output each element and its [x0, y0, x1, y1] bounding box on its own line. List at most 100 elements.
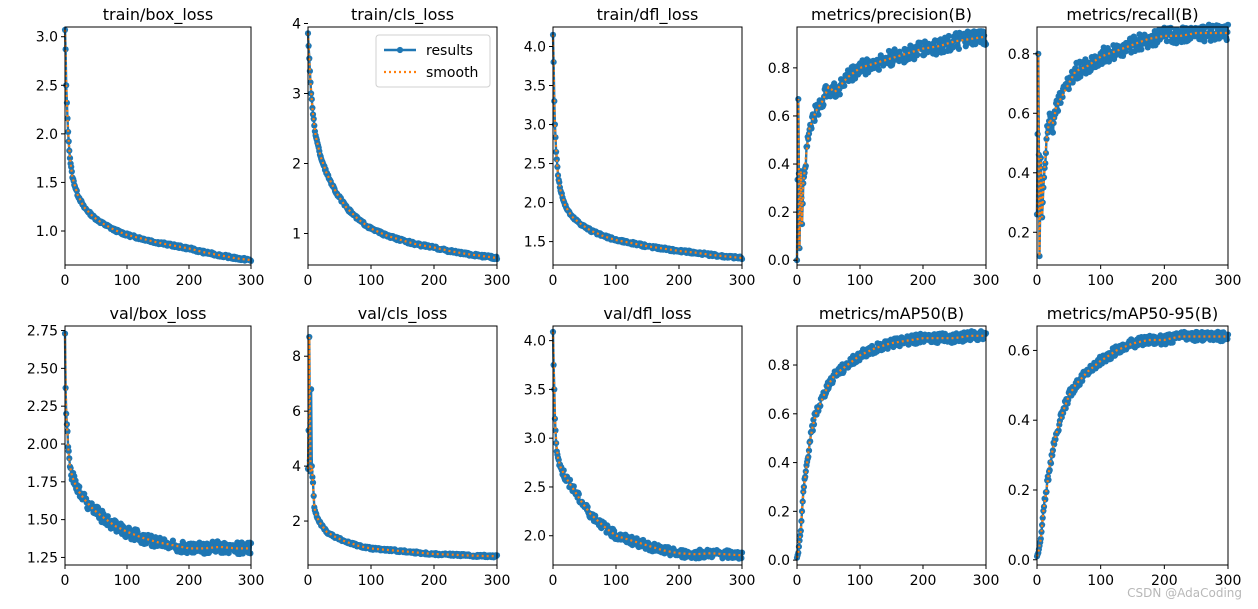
results-point — [815, 111, 822, 118]
y-tick-label: 0.8 — [1008, 47, 1030, 63]
y-tick-label: 1.75 — [27, 475, 58, 491]
smooth-line — [795, 334, 986, 558]
y-tick-label: 2.25 — [27, 399, 58, 415]
x-tick-label: 100 — [358, 273, 385, 289]
results-point — [1224, 21, 1232, 28]
results-point — [884, 345, 891, 352]
results-point — [1036, 253, 1043, 260]
x-tick-label: 200 — [176, 273, 203, 289]
y-tick-label: 2.5 — [524, 157, 546, 173]
y-tick-label: 0.6 — [768, 109, 790, 125]
results-point — [633, 535, 640, 542]
results-point — [1041, 165, 1048, 172]
results-point — [808, 125, 815, 132]
chart-panel-val-cls-loss: val/cls_loss 0 100 200 300 2 4 6 8 — [292, 304, 510, 589]
results-point — [1201, 38, 1208, 45]
results-point — [65, 128, 72, 135]
results-point — [552, 134, 559, 141]
x-tick-label: 0 — [549, 573, 558, 589]
smooth-line — [795, 35, 987, 261]
axes-frame — [552, 26, 743, 266]
smooth-line — [551, 331, 742, 557]
x-tick-label: 100 — [114, 273, 141, 289]
results-point — [796, 537, 803, 544]
y-tick-label: 0.0 — [1008, 553, 1030, 569]
x-tick-label: 0 — [793, 273, 802, 289]
x-tick-label: 300 — [729, 273, 756, 289]
results-point — [66, 155, 74, 162]
y-tick-label: 4 — [292, 459, 301, 475]
results-point — [804, 143, 811, 150]
x-tick-label: 200 — [666, 573, 693, 589]
results-point — [310, 492, 317, 500]
y-tick-label: 0.4 — [1008, 413, 1030, 429]
y-tick-label: 2.0 — [524, 196, 546, 212]
y-tick-label: 0.6 — [1008, 343, 1030, 359]
results-point — [68, 163, 75, 171]
results-point — [665, 544, 672, 551]
results-point — [307, 79, 314, 86]
y-tick-label: 0.2 — [768, 504, 790, 520]
y-tick-label: 6 — [292, 404, 301, 420]
results-point — [566, 476, 574, 483]
y-tick-label: 4.0 — [524, 40, 546, 56]
results-point — [836, 91, 843, 98]
chart-title: val/cls_loss — [358, 304, 448, 324]
x-tick-label: 0 — [304, 573, 313, 589]
x-tick-label: 0 — [61, 273, 70, 289]
y-tick-label: 2.0 — [36, 127, 58, 143]
results-point — [65, 448, 72, 455]
y-tick-label: 0.4 — [768, 157, 790, 173]
results-point — [1138, 46, 1145, 53]
x-tick-label: 200 — [1151, 273, 1178, 289]
legend-smooth-label: smooth — [426, 65, 478, 81]
y-tick-label: 2.75 — [27, 324, 58, 340]
y-tick-label: 0.8 — [768, 358, 790, 374]
y-tick-label: 3.0 — [524, 431, 546, 447]
y-tick-label: 0.8 — [768, 61, 790, 77]
y-tick-label: 0.4 — [1008, 166, 1030, 182]
y-tick-label: 3 — [292, 87, 301, 103]
results-point — [810, 421, 818, 428]
y-tick-label: 0.4 — [768, 456, 790, 472]
y-tick-label: 4.0 — [524, 334, 546, 350]
axes-frame — [307, 26, 498, 266]
results-point — [829, 377, 837, 385]
y-tick-label: 2 — [292, 514, 301, 530]
x-tick-label: 200 — [910, 273, 937, 289]
results-point — [305, 42, 312, 50]
x-tick-label: 100 — [847, 273, 874, 289]
x-tick-label: 300 — [238, 273, 265, 289]
results-point — [1043, 135, 1050, 143]
results-point — [575, 491, 582, 498]
y-tick-label: 2.00 — [27, 437, 58, 453]
results-point — [309, 104, 316, 111]
y-tick-label: 0.6 — [768, 407, 790, 423]
results-point — [553, 156, 560, 163]
results-point — [955, 45, 963, 53]
chart-panel-val-dfl-loss: val/dfl_loss 0 100 200 300 2.0 2.5 3.0 3.5 4.0 — [524, 304, 756, 589]
chart-title: val/dfl_loss — [603, 304, 691, 324]
results-point — [1057, 99, 1064, 106]
smooth-line — [1035, 335, 1228, 557]
y-tick-label: 1.5 — [36, 175, 58, 191]
results-point — [308, 463, 315, 470]
results-line — [1035, 330, 1230, 557]
smooth-line — [63, 29, 252, 262]
y-tick-label: 4 — [292, 17, 301, 33]
results-point — [104, 513, 111, 520]
chart-panel-train-box-loss: train/box_loss 0 100 200 300 1.0 1.5 2.0 2.5 3.0 — [36, 5, 265, 289]
x-tick-label: 0 — [61, 573, 70, 589]
smooth-line — [63, 333, 251, 550]
results-point — [553, 148, 560, 155]
axes-frame — [796, 325, 987, 566]
y-tick-label: 0.0 — [768, 253, 790, 269]
legend: results smooth — [375, 34, 491, 88]
results-point — [1144, 44, 1151, 51]
results-point — [1169, 339, 1176, 346]
results-point — [309, 474, 316, 481]
y-tick-label: 2 — [292, 157, 301, 173]
y-tick-label: 2.0 — [524, 529, 546, 545]
results-point — [875, 66, 883, 73]
results-line — [551, 331, 744, 560]
